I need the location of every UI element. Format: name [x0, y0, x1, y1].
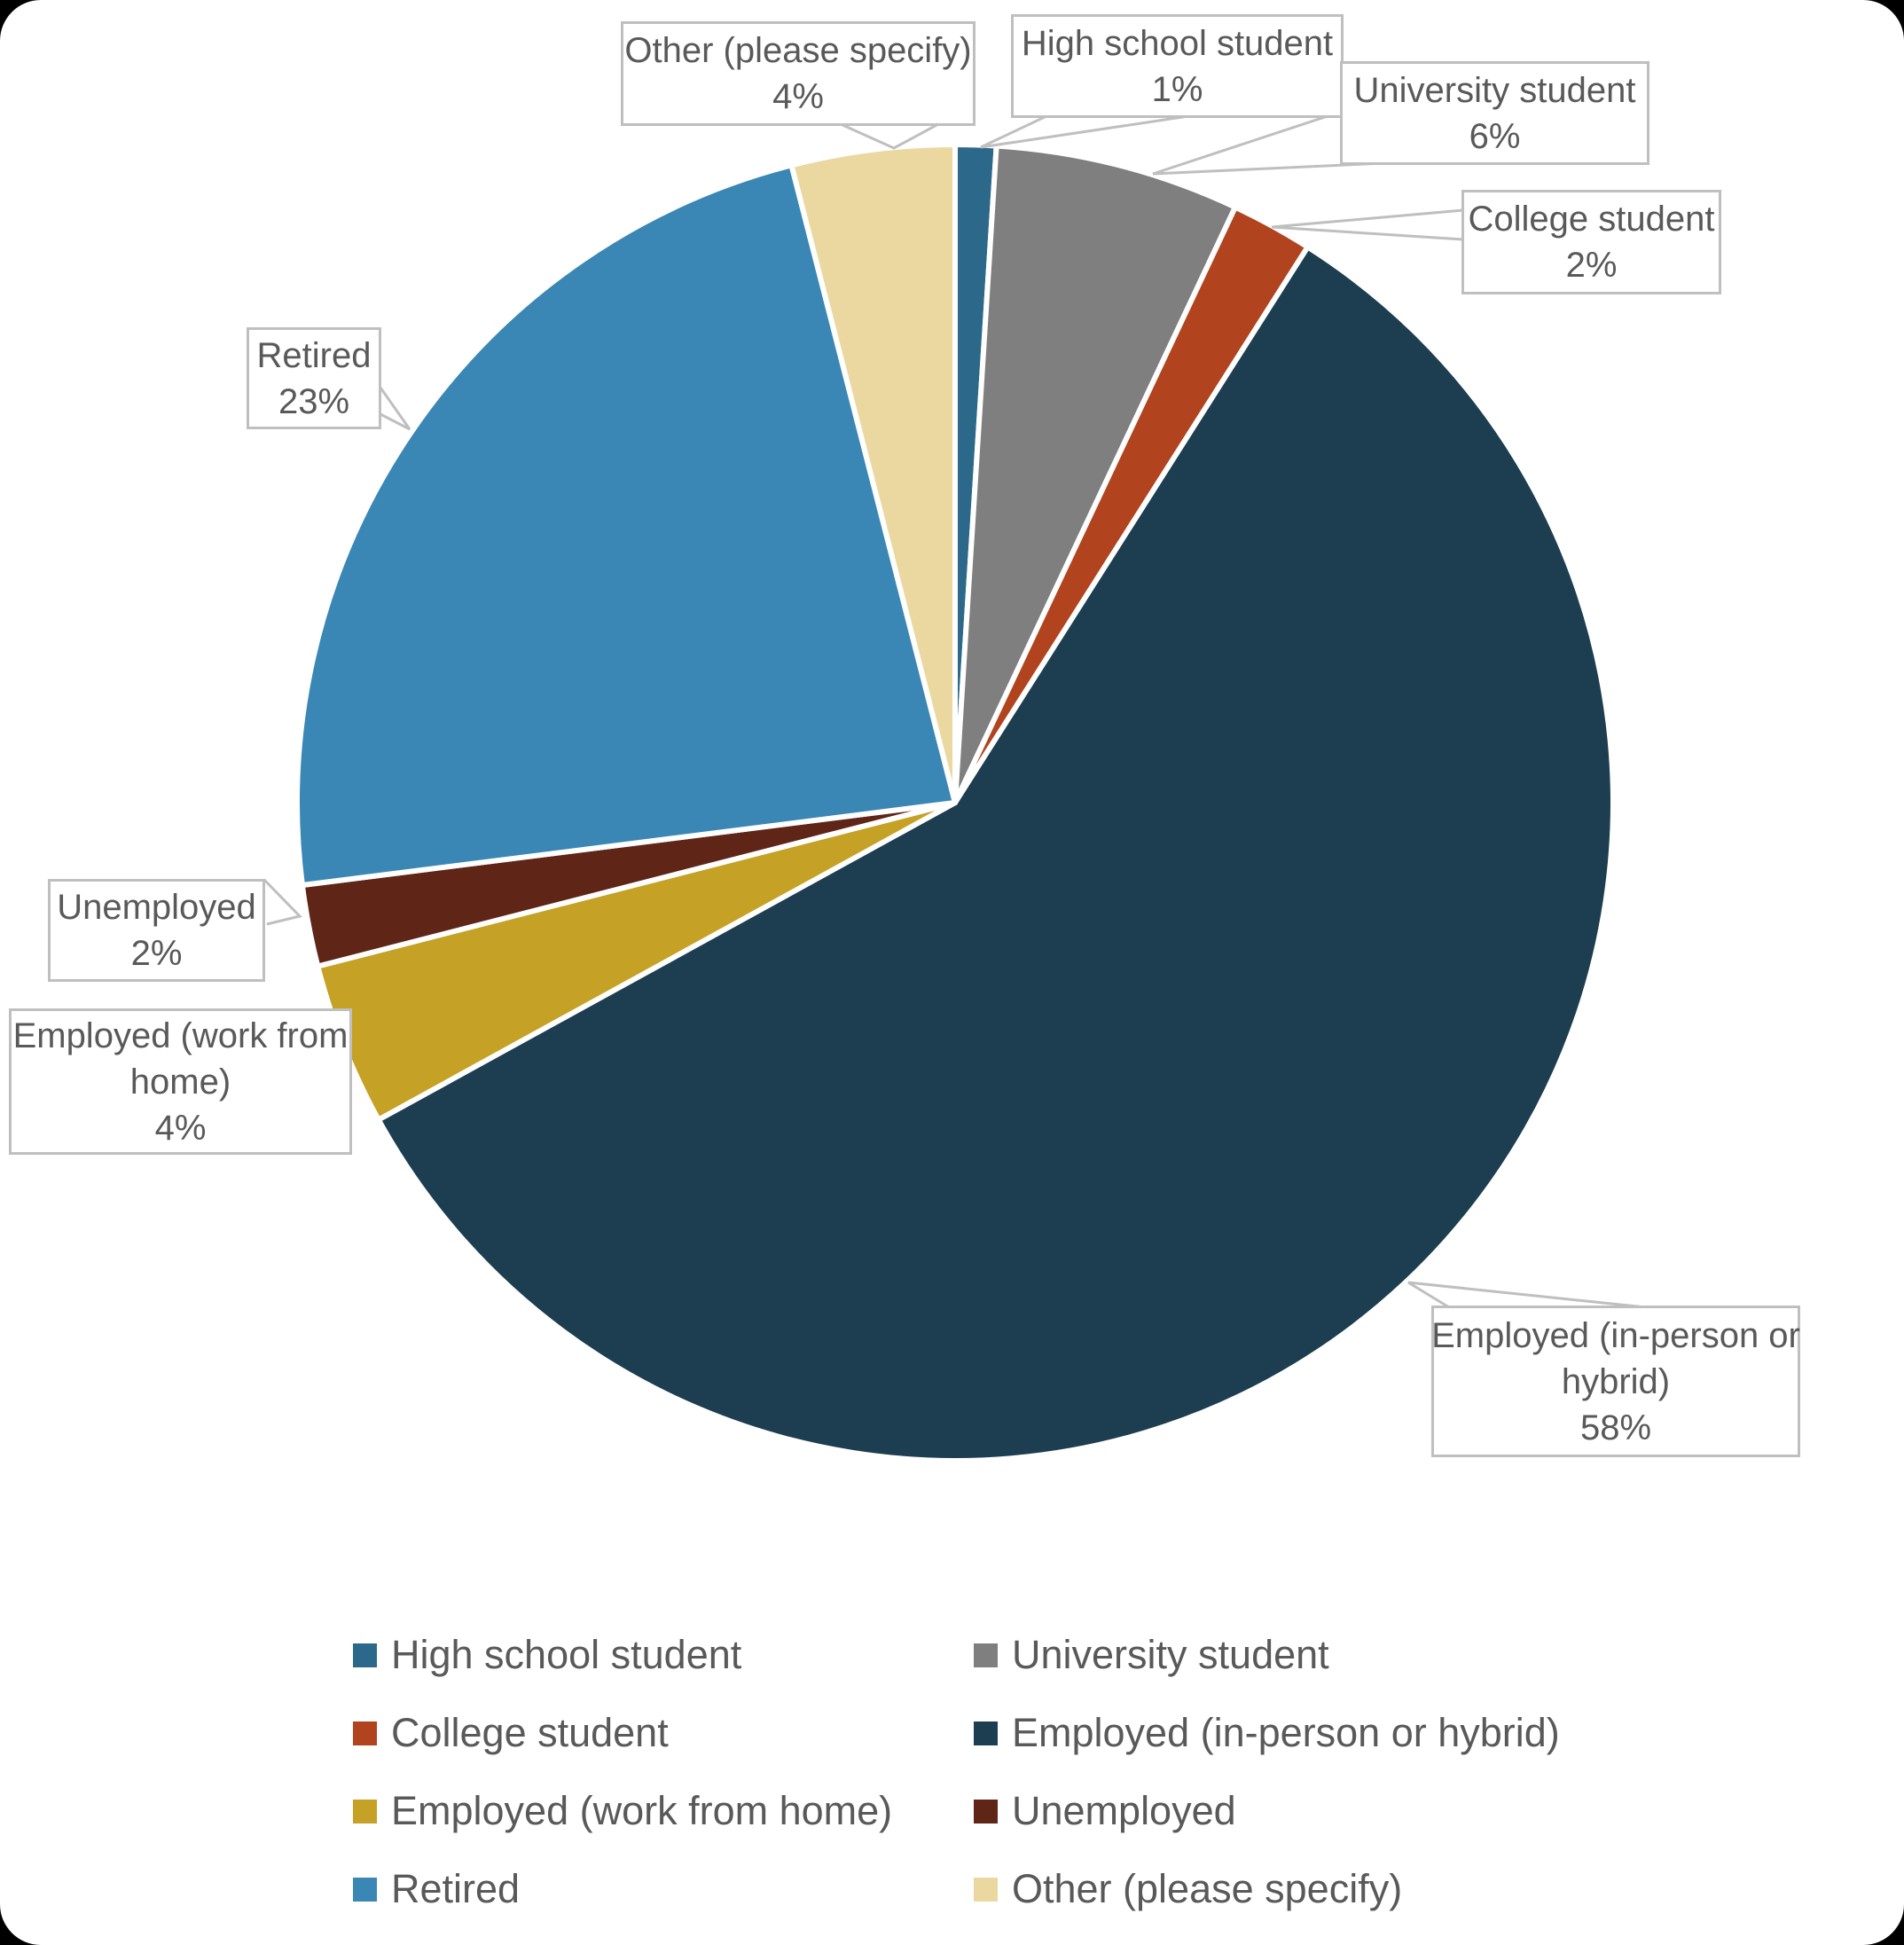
legend-swatch-wfh	[353, 1799, 377, 1823]
legend-item-university: University student	[974, 1628, 1329, 1682]
callout-university: University student 6%	[1340, 61, 1649, 165]
leader-university	[1152, 110, 1384, 176]
callout-retired-name: Retired	[256, 335, 372, 375]
legend-swatch-in-person	[974, 1721, 998, 1745]
callout-retired-value: 23%	[278, 381, 350, 421]
callout-university-value: 6%	[1469, 116, 1521, 156]
legend-item-high-school: High school student	[353, 1628, 741, 1682]
pie-slice-other-please-specify	[788, 142, 958, 805]
legend-label-retired: Retired	[391, 1866, 521, 1911]
callout-in-person-name-line2: hybrid)	[1561, 1361, 1671, 1401]
legend-swatch-university	[974, 1643, 998, 1667]
leader-in-person	[1407, 1281, 1647, 1309]
pie-slice-retired	[294, 162, 958, 888]
callout-high-school-value: 1%	[1151, 69, 1203, 109]
callout-unemployed-value: 2%	[130, 934, 183, 973]
legend-label-university: University student	[1012, 1632, 1329, 1677]
legend-label-college: College student	[391, 1710, 669, 1755]
callout-wfh: Employed (work from home) 4%	[9, 1008, 352, 1155]
legend-item-in-person: Employed (in-person or hybrid)	[974, 1706, 1560, 1760]
callout-in-person-value: 58%	[1579, 1408, 1652, 1447]
callout-high-school-name: High school student	[1021, 23, 1334, 63]
leader-retired	[379, 387, 411, 431]
callout-leader-lines	[262, 110, 1647, 1309]
legend-label-in-person: Employed (in-person or hybrid)	[1012, 1710, 1560, 1755]
callout-high-school: High school student 1%	[1011, 14, 1344, 118]
leader-high-school	[980, 114, 1189, 149]
legend-label-wfh: Employed (work from home)	[391, 1788, 893, 1833]
legend-swatch-other	[974, 1877, 998, 1902]
callout-wfh-name-line1: Employed (work from	[12, 1016, 349, 1055]
callout-other: Other (please specify) 4%	[621, 21, 976, 126]
leader-college	[1271, 208, 1464, 241]
legend-label-unemployed: Unemployed	[1012, 1788, 1236, 1833]
callout-other-value: 4%	[772, 77, 824, 116]
legend-item-other: Other (please specify)	[974, 1863, 1402, 1916]
legend-label-high-school: High school student	[391, 1632, 742, 1677]
callout-college: College student 2%	[1461, 190, 1721, 294]
leader-unemployed	[262, 878, 302, 926]
callout-college-name: College student	[1468, 200, 1715, 239]
callout-wfh-value: 4%	[154, 1108, 207, 1148]
pie-slice-employed-in-person-or-hybrid	[375, 244, 1616, 1463]
pie-slices	[294, 142, 1616, 1463]
callout-wfh-name-line2: home)	[129, 1062, 231, 1102]
legend-item-unemployed: Unemployed	[974, 1784, 1236, 1838]
callout-unemployed: Unemployed 2%	[48, 879, 265, 982]
legend-item-college: College student	[353, 1706, 669, 1760]
legend-swatch-retired	[353, 1877, 377, 1902]
legend-swatch-high-school	[353, 1643, 377, 1667]
callout-retired: Retired 23%	[247, 327, 381, 429]
callout-in-person-name-line1: Employed (in-person or	[1431, 1315, 1800, 1355]
legend-swatch-unemployed	[974, 1799, 998, 1823]
callout-in-person: Employed (in-person or hybrid) 58%	[1431, 1306, 1800, 1457]
legend-item-retired: Retired	[353, 1863, 520, 1916]
callout-unemployed-name: Unemployed	[57, 888, 256, 927]
callout-university-name: University student	[1353, 70, 1636, 110]
callout-college-value: 2%	[1565, 246, 1618, 285]
pie-slice-university-student	[952, 143, 1238, 805]
leader-other	[840, 122, 939, 150]
legend-swatch-college	[353, 1721, 377, 1745]
legend-item-wfh: Employed (work from home)	[353, 1784, 892, 1838]
callout-other-name: Other (please specify)	[624, 31, 972, 70]
legend-label-other: Other (please specify)	[1012, 1866, 1403, 1911]
